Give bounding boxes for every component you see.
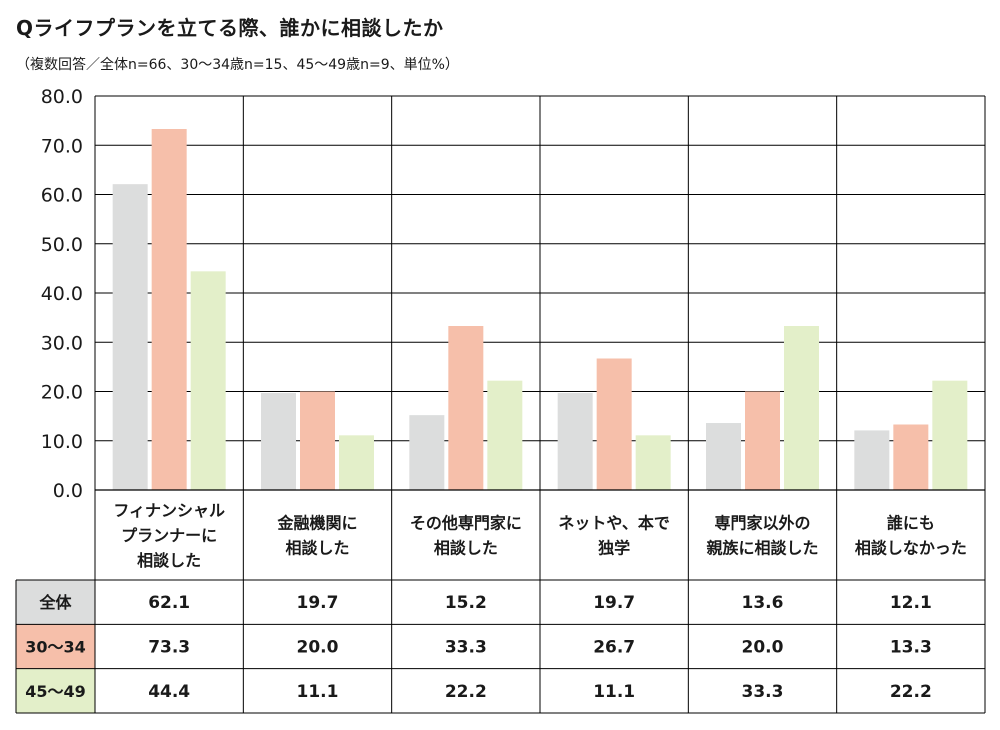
chart-title: Qライフプランを立てる際、誰かに相談したか xyxy=(16,16,444,40)
category-label: ネットや、本で xyxy=(558,514,670,533)
bar-2-3 xyxy=(635,435,671,490)
chart-subtitle: （複数回答／全体n=66、30〜34歳n=15、45〜49歳n=9、単位%） xyxy=(16,57,459,73)
data-label: 20.0 xyxy=(742,638,784,658)
data-label: 15.2 xyxy=(445,593,487,613)
series-name: 30〜34 xyxy=(25,638,86,657)
bar-2-1 xyxy=(339,435,374,490)
category-label: フィナンシャル xyxy=(113,501,225,520)
table-row-label-cell xyxy=(16,580,95,625)
bar-2-0 xyxy=(190,271,226,490)
data-label: 11.1 xyxy=(593,682,635,702)
bar-1-2 xyxy=(448,325,484,490)
y-tick-label: 20.0 xyxy=(41,382,83,404)
y-tick-label: 70.0 xyxy=(41,135,83,157)
data-label: 12.1 xyxy=(890,593,932,613)
y-tick-label: 0.0 xyxy=(53,480,83,502)
data-label: 20.0 xyxy=(297,638,339,658)
data-label: 13.3 xyxy=(890,638,932,658)
bar-1-1 xyxy=(300,391,335,490)
bar-1-3 xyxy=(596,358,632,490)
category-label: 誰にも xyxy=(887,514,935,533)
category-label: プランナーに xyxy=(121,526,217,545)
data-label: 13.6 xyxy=(742,593,784,613)
bar-1-5 xyxy=(893,424,929,490)
series-name: 45〜49 xyxy=(25,682,86,701)
bar-2-2 xyxy=(487,380,523,490)
data-label: 19.7 xyxy=(297,593,339,613)
data-label: 33.3 xyxy=(445,638,487,658)
y-tick-label: 80.0 xyxy=(41,86,83,108)
bar-0-4 xyxy=(706,423,741,490)
y-tick-label: 50.0 xyxy=(41,234,83,256)
category-label: 相談した xyxy=(137,551,201,570)
bar-1-0 xyxy=(151,128,187,490)
category-label: 親族に相談した xyxy=(706,539,818,558)
category-label: 相談した xyxy=(285,539,349,558)
bar-2-4 xyxy=(784,325,819,490)
bar-0-3 xyxy=(557,392,593,490)
bar-0-2 xyxy=(409,415,445,490)
bar-0-5 xyxy=(854,430,890,490)
category-label: 相談しなかった xyxy=(855,539,967,558)
data-label: 22.2 xyxy=(445,682,487,702)
table-row-label-cell xyxy=(16,624,95,669)
table-row-label-cell xyxy=(16,668,95,713)
bar-2-5 xyxy=(932,380,968,490)
data-label: 26.7 xyxy=(593,638,635,658)
bar-0-1 xyxy=(261,392,296,490)
data-label: 33.3 xyxy=(742,682,784,702)
data-label: 44.4 xyxy=(148,682,190,702)
y-tick-label: 40.0 xyxy=(41,283,83,305)
category-label: 金融機関に xyxy=(276,514,357,533)
y-tick-label: 30.0 xyxy=(41,332,83,354)
bar-1-4 xyxy=(745,391,780,490)
data-label: 19.7 xyxy=(593,593,635,613)
data-label: 22.2 xyxy=(890,682,932,702)
y-tick-label: 60.0 xyxy=(41,185,83,207)
series-name: 全体 xyxy=(38,593,72,612)
category-label: 専門家以外の xyxy=(714,514,810,533)
data-label: 62.1 xyxy=(148,593,190,613)
category-label: その他専門家に xyxy=(410,514,522,533)
bar-0-0 xyxy=(112,184,148,490)
data-label: 11.1 xyxy=(297,682,339,702)
y-tick-label: 10.0 xyxy=(41,431,83,453)
data-label: 73.3 xyxy=(148,638,190,658)
category-label: 相談した xyxy=(434,539,498,558)
category-label: 独学 xyxy=(598,539,630,558)
